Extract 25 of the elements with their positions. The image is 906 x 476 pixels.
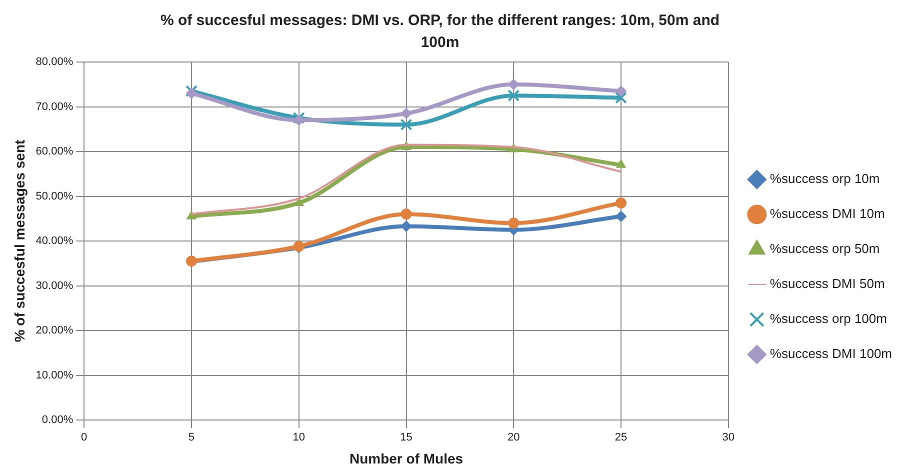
x-tick-label: 10 [292,432,305,444]
x-tick-label: 0 [81,432,88,444]
x-tick-label: 25 [614,432,628,444]
y-tick-label: 60.00% [36,146,74,158]
y-axis-title: % of succesful messages sent [11,140,28,342]
y-tick-label: 40.00% [36,235,74,248]
y-tick-label: 70.00% [36,100,74,113]
x-tick-label: 15 [400,432,412,444]
legend-label: %success DMI 100m [770,346,892,362]
x-tick-label: 5 [188,432,195,444]
chart-title: % of succesful messages: DMI vs. ORP, for the different ranges: 10m, 50m and 100m [159,11,721,53]
y-tick-label: 20.00% [36,324,74,337]
legend-label: %success DMI 50m [770,276,885,292]
legend-label: %success orp 10m [770,171,880,186]
legend-label: %success DMI 10m [770,206,885,222]
y-tick-label: 10.00% [36,369,74,382]
x-tick-label: 20 [508,432,520,444]
legend-label: %success orp 100m [770,311,887,326]
x-tick-label: 30 [722,432,735,444]
y-tick-label: 0.00% [42,414,74,426]
x-axis-title: Number of Mules [349,450,464,466]
y-tick-label: 30.00% [36,280,74,292]
y-tick-label: 50.00% [36,190,74,202]
legend-label: %success orp 50m [770,241,880,256]
y-tick-label: 80.00% [36,56,74,68]
